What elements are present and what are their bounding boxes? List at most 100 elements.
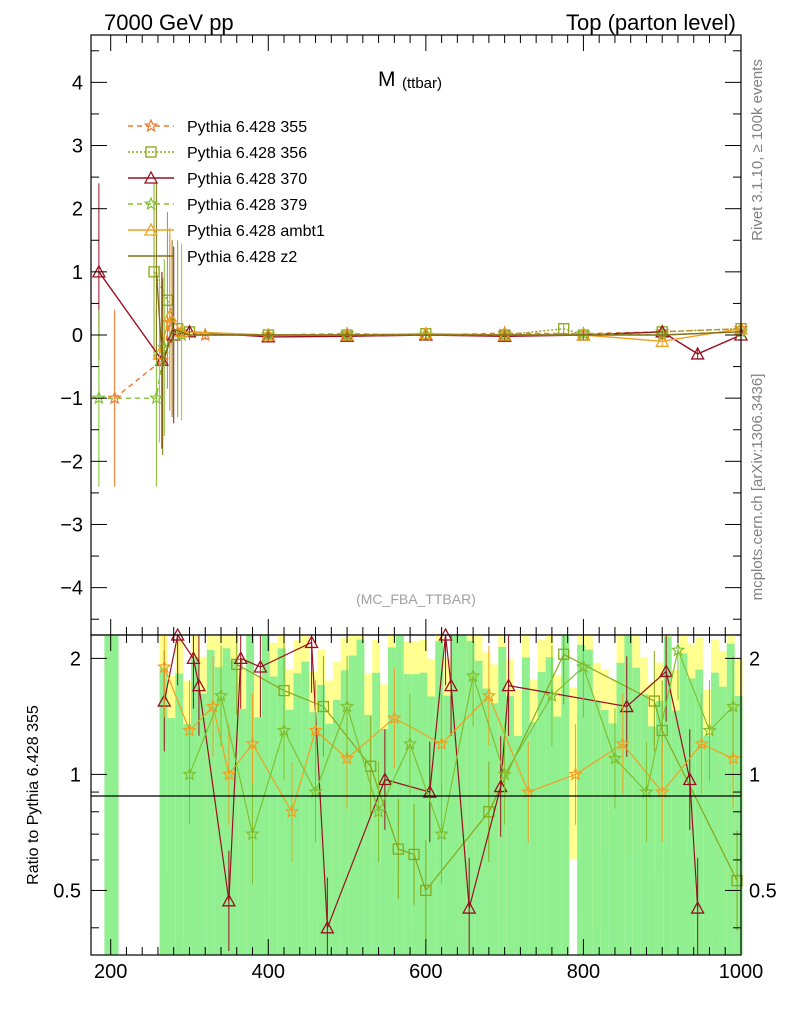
ratio-band [521,657,530,955]
data-point [162,308,177,322]
ratio-point [731,875,743,887]
ratio-point [339,750,355,765]
ratio-band [364,714,373,955]
ratio-band [403,674,412,955]
legend-entry: Pythia 6.428 370 [128,170,307,188]
ratio-band [624,635,633,955]
legend-label: Pythia 6.428 356 [187,145,307,162]
ratio-point [501,678,516,692]
ratio-point [221,766,237,781]
x-tick-label: 600 [409,961,442,983]
ratio-point [308,784,323,799]
y-tick-label: 3 [72,136,83,158]
data-point [690,346,705,360]
ratio-band [238,708,247,955]
ratio-band [545,657,554,955]
series-line [155,271,742,367]
ratio-y-tick-label: 0.5 [53,880,81,902]
ratio-band [498,646,507,955]
legend-marker [143,118,159,133]
ratio-band [695,669,704,955]
ratio-band [443,695,452,955]
y-tick-label: −2 [60,451,83,473]
y-tick-label: 2 [72,199,83,221]
x-tick-label: 1000 [719,961,764,983]
ratio-point [387,710,402,725]
ratio-point [462,900,477,914]
process-label: Top (parton level) [566,10,736,35]
ratio-series-0 [231,635,743,941]
ratio-series-3 [182,635,741,885]
ratio-band [482,688,491,955]
y-tick-label: 4 [72,72,83,94]
ratio-band [191,657,199,955]
legend-marker [143,222,159,236]
ratio-point [493,779,508,793]
ratio-band [277,648,286,955]
ratio-band [632,667,641,955]
ratio-y-tick-label: 1 [70,764,81,786]
legend-entry: Pythia 6.428 z2 [128,249,297,266]
ratio-band [309,712,318,955]
ratio-band [104,635,119,955]
ratio-band [608,723,617,955]
source-label: mcplots.cern.ch [arXiv:1306.3436] [749,374,766,601]
ratio-point [607,750,623,765]
ratio-band [703,735,712,955]
ratio-band [679,653,688,955]
ratio-point [576,659,591,674]
main-panel: −4 −3 −2 −1 0 1 2 3 4 M (ttbar) (MC_FBA_TTBAR) P… [60,34,749,636]
ratio-band [206,649,215,955]
ratio-band [380,728,389,955]
ratio-point [392,843,404,855]
ratio-point [443,678,459,692]
ratio-band [718,686,727,955]
ratio-point [213,688,229,702]
ratio-point [481,688,497,702]
ratio-point [648,695,660,707]
ratio-band [711,672,719,955]
series-line [98,271,742,362]
ratio-band [600,710,609,955]
x-tick-label: 800 [567,961,600,983]
data-point [558,323,570,335]
ratio-point [521,784,536,799]
legend-label: Pythia 6.428 ambt1 [187,223,325,240]
ratio-y-tick-label-right: 0.5 [749,880,777,902]
ratio-point [221,893,236,907]
ratio-bands [104,635,743,955]
ratio-band [388,647,396,955]
ratio-point [558,648,570,660]
ratio-point [245,826,260,841]
ratio-band [159,668,168,955]
ratio-point [402,736,418,751]
ratio-point [434,736,449,751]
ratio-band [648,726,656,955]
ratio-y-axis-label: Ratio to Pythia 6.428 355 [25,705,42,885]
ratio-series-group [157,627,743,955]
ratio-point [157,659,172,674]
legend: Pythia 6.428 355 Pythia 6.428 356 Pythia 6… [128,118,325,266]
ratio-point [377,772,392,786]
ratio-point [659,664,674,678]
x-tick-label: 200 [94,961,127,983]
data-point [107,390,122,405]
ratio-band [514,735,522,955]
ratio-band [569,687,578,859]
legend-entry: Pythia 6.428 ambt1 [128,222,325,240]
ratio-axis-ticks: 0.5 0.5 1 1 2 2 200 400 600 800 1000 [53,635,777,983]
ratio-band [435,641,444,955]
observable-title: M [378,68,396,91]
ratio-point [690,900,705,914]
ratio-point [191,678,207,692]
data-point [148,266,160,278]
ratio-band [474,660,483,955]
ratio-point [694,736,709,751]
ratio-y-tick-label-right: 2 [749,648,760,670]
legend-entry: Pythia 6.428 355 [128,118,307,136]
legend-label: Pythia 6.428 z2 [187,249,297,266]
ratio-band [269,676,278,955]
ratio-band [175,673,184,955]
y-tick-label: −3 [60,514,83,536]
